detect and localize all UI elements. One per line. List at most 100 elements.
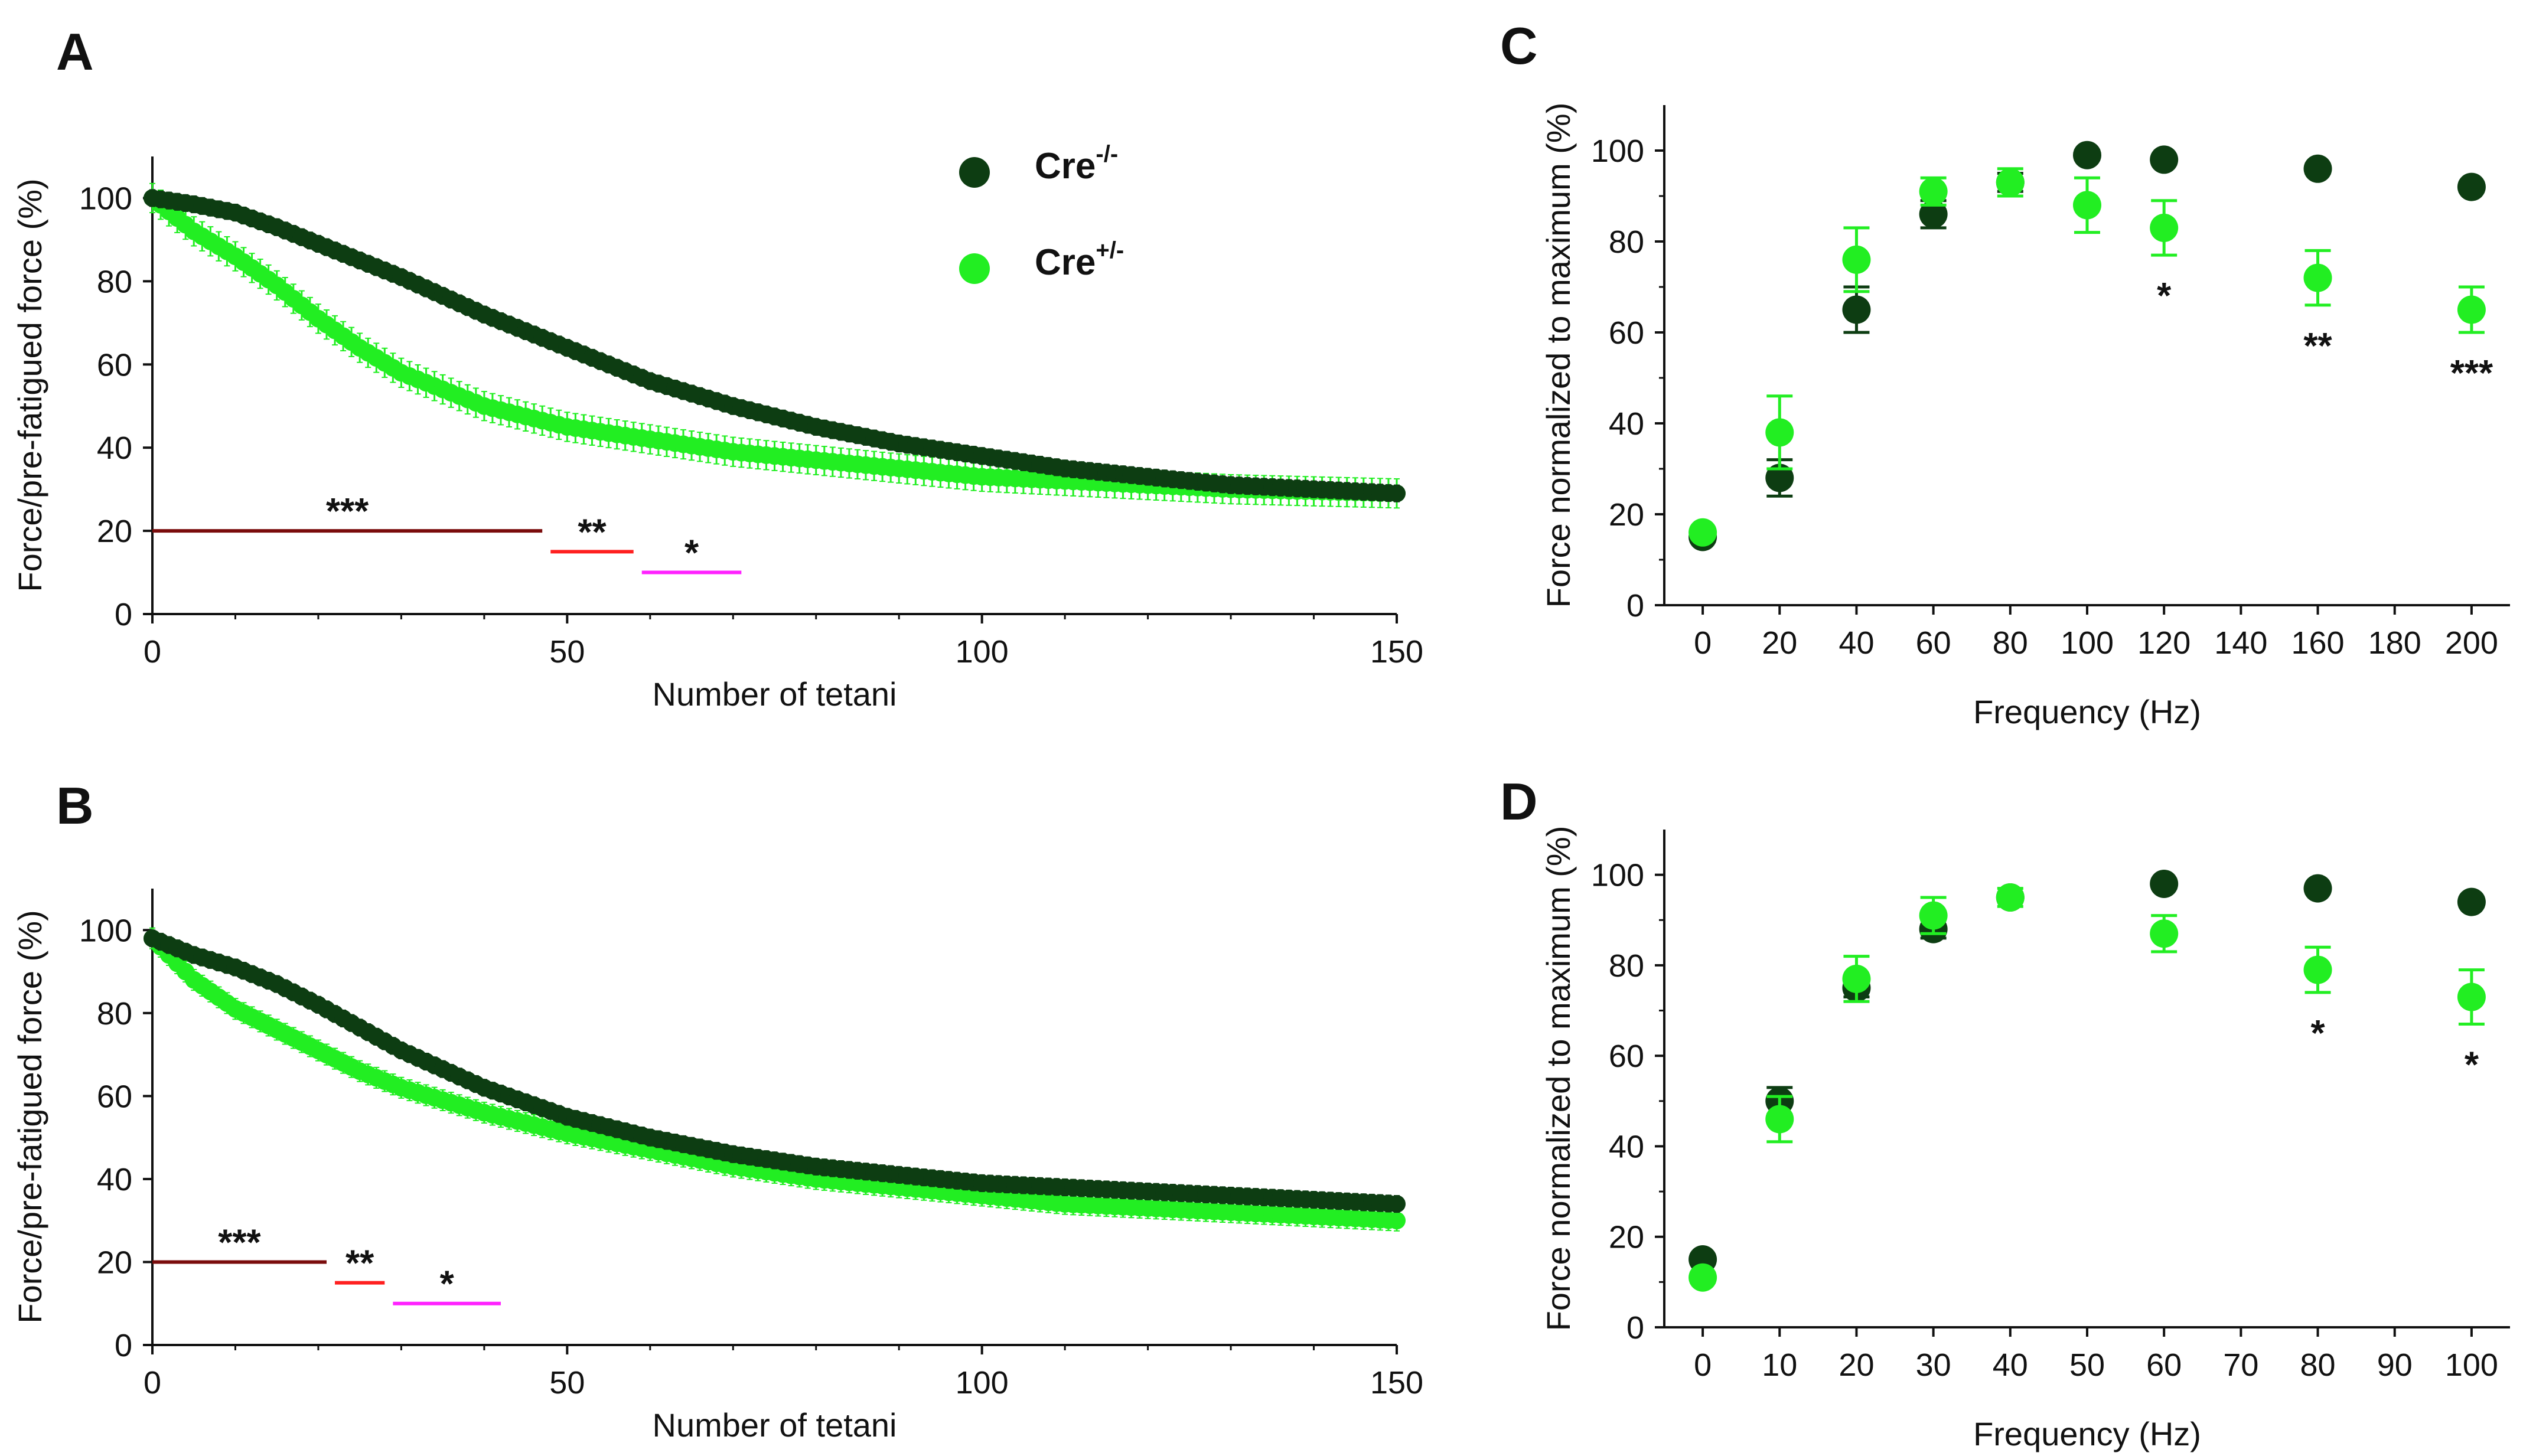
x-tick-label: 60 — [1916, 625, 1951, 661]
y-tick-label: 40 — [1609, 1129, 1644, 1164]
y-tick-label: 40 — [97, 430, 132, 466]
significance-label: ** — [578, 512, 607, 553]
data-point — [1388, 1195, 1406, 1213]
data-point — [1919, 200, 1948, 228]
y-tick-label: 80 — [97, 264, 132, 299]
x-tick-label: 100 — [956, 1365, 1009, 1400]
series-cre-plus-minus — [144, 927, 1406, 1232]
x-tick-label: 180 — [2368, 625, 2421, 661]
data-point — [2303, 955, 2332, 984]
y-tick-label: 0 — [115, 1328, 132, 1363]
y-tick-label: 20 — [1609, 497, 1644, 533]
data-point — [2150, 919, 2179, 948]
x-axis-label: Number of tetani — [653, 1406, 897, 1444]
data-point — [1996, 883, 2025, 912]
panel-d: D 0 20 40 60 80 100 0 10 20 30 40 50 60 70 80 90 100 Frequ… — [1500, 772, 2510, 1452]
data-point — [1765, 418, 1794, 447]
y-tick-label: 0 — [1626, 588, 1644, 623]
data-point — [2457, 295, 2486, 324]
x-tick-label: 90 — [2377, 1347, 2413, 1383]
significance-label: * — [2157, 276, 2172, 316]
x-tick-label: 0 — [1694, 625, 1712, 661]
y-tick-label: 100 — [1591, 133, 1644, 169]
x-tick-label: 70 — [2223, 1347, 2258, 1383]
panel-letter: B — [56, 776, 94, 835]
y-tick-label: 20 — [97, 514, 132, 549]
x-tick-label: 100 — [956, 634, 1009, 670]
panel-b: B 0 20 40 60 80 100 0 50 100 150 Number of tetani Fo… — [11, 776, 1423, 1444]
x-tick-label: 0 — [1694, 1347, 1712, 1383]
legend: Cre-/-Cre +/- — [959, 141, 1124, 284]
series-cre-minus-minus — [144, 929, 1406, 1213]
panel-letter: D — [1500, 772, 1538, 831]
data-point — [2303, 874, 2332, 903]
data-point — [2303, 154, 2332, 183]
significance-label: *** — [326, 491, 369, 532]
x-tick-label: 80 — [1993, 625, 2028, 661]
legend-label-sup: -/- — [1096, 141, 1118, 167]
data-point — [2457, 172, 2486, 201]
y-tick-label: 0 — [115, 597, 132, 632]
x-tick-label: 10 — [1762, 1347, 1797, 1383]
x-axis-label: Frequency (Hz) — [1973, 693, 2201, 730]
x-tick-label: 100 — [2061, 625, 2114, 661]
data-point — [1996, 168, 2025, 197]
data-point — [2073, 191, 2101, 220]
data-point — [1688, 1263, 1717, 1292]
data-point — [2073, 141, 2101, 169]
y-axis-label: Force normalized to maximum (%) — [1540, 826, 1577, 1331]
legend-label: Cre-/- — [1035, 141, 1118, 187]
x-axis-label: Frequency (Hz) — [1973, 1415, 2201, 1452]
x-tick-label: 120 — [2137, 625, 2190, 661]
series-cre-plus-minus — [1688, 167, 2486, 547]
x-tick-label: 0 — [144, 634, 161, 670]
x-axis-label: Number of tetani — [653, 675, 897, 713]
data-point — [2457, 982, 2486, 1011]
significance-label: * — [684, 533, 699, 574]
x-tick-label: 20 — [1839, 1347, 1874, 1383]
y-tick-label: 80 — [1609, 948, 1644, 984]
significance-label: * — [2465, 1045, 2479, 1086]
panel-letter: C — [1500, 17, 1538, 75]
series-cre-minus-minus — [144, 189, 1406, 502]
x-tick-label: 40 — [1993, 1347, 2028, 1383]
data-point — [2150, 145, 2179, 174]
legend-label-sup: +/- — [1096, 237, 1124, 263]
data-point — [1388, 484, 1406, 502]
data-point — [1765, 463, 1794, 492]
y-tick-label: 40 — [97, 1162, 132, 1197]
y-tick-label: 20 — [1609, 1220, 1644, 1255]
data-point — [1842, 245, 1871, 274]
x-tick-label: 50 — [2069, 1347, 2105, 1383]
y-tick-label: 60 — [1609, 315, 1644, 351]
series-cre-minus-minus — [1688, 869, 2486, 1274]
legend-label-base: Cre — [1035, 146, 1096, 187]
y-tick-label: 100 — [79, 181, 132, 216]
y-axis-label: Force/pre-fatigued force (%) — [11, 910, 48, 1323]
x-tick-label: 0 — [144, 1365, 161, 1400]
significance-label: *** — [218, 1222, 261, 1263]
significance-label: *** — [2450, 353, 2493, 394]
x-tick-label: 60 — [2146, 1347, 2182, 1383]
y-tick-label: 60 — [97, 1079, 132, 1114]
y-axis-label: Force normalized to maximum (%) — [1540, 103, 1577, 608]
data-point — [1765, 1105, 1794, 1134]
data-point — [2150, 869, 2179, 898]
y-tick-label: 60 — [1609, 1039, 1644, 1074]
legend-marker — [959, 253, 990, 284]
data-point — [1842, 964, 1871, 993]
panel-c: C 0 20 40 60 80 100 0 20 40 60 80 100 120 140 160 180 200… — [1500, 17, 2510, 730]
x-tick-label: 30 — [1916, 1347, 1951, 1383]
y-tick-label: 0 — [1626, 1310, 1644, 1346]
data-point — [2150, 213, 2179, 242]
data-point — [1842, 295, 1871, 324]
data-point — [2303, 263, 2332, 292]
x-tick-label: 20 — [1762, 625, 1797, 661]
y-tick-label: 100 — [1591, 858, 1644, 893]
data-point — [1919, 901, 1948, 930]
x-tick-label: 160 — [2291, 625, 2344, 661]
panel-a: A 0 20 40 60 80 100 0 50 100 150 Number of tetani Fo… — [11, 22, 1423, 713]
y-axis-label: Force/pre-fatigued force (%) — [11, 178, 48, 592]
y-tick-label: 100 — [79, 913, 132, 948]
